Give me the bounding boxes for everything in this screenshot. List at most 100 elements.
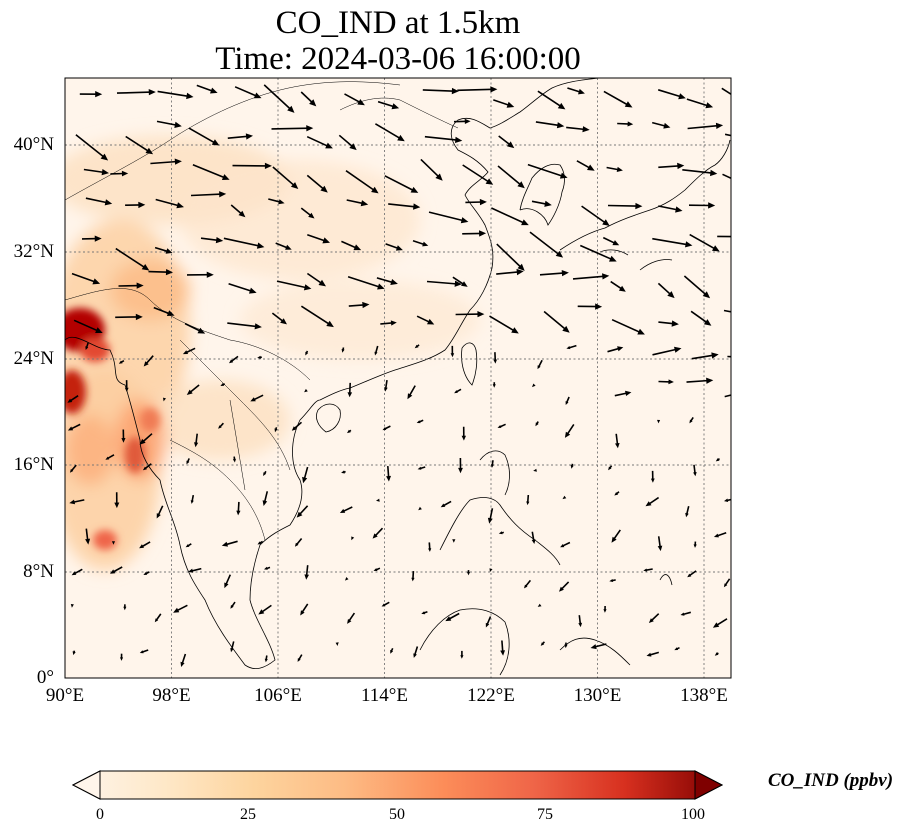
wind-arrow <box>386 466 391 482</box>
wind-arrow <box>603 605 607 613</box>
wind-arrow <box>529 231 564 258</box>
wind-arrow <box>715 457 720 462</box>
wind-arrow <box>230 641 235 653</box>
wind-arrow <box>462 230 487 237</box>
wind-arrow <box>496 243 525 271</box>
wind-arrow <box>271 125 314 132</box>
wind-arrow <box>157 90 194 100</box>
wind-arrow <box>493 352 497 364</box>
wind-arrow <box>652 237 693 248</box>
wind-arrow <box>493 99 515 108</box>
wind-arrow <box>139 649 149 654</box>
wind-arrow <box>70 604 74 608</box>
wind-arrow <box>118 282 144 289</box>
map-title-line2: Time: 2024-03-06 16:00:00 <box>215 41 581 77</box>
wind-arrow <box>67 395 79 403</box>
wind-arrow <box>156 120 182 128</box>
wind-arrow <box>186 384 200 395</box>
wind-arrow <box>733 277 769 287</box>
wind-arrow <box>489 568 493 573</box>
wind-arrow <box>450 345 455 358</box>
wind-arrow <box>577 303 603 310</box>
wind-arrow <box>236 501 241 516</box>
wind-arrow <box>148 269 173 276</box>
wind-arrow <box>566 344 577 350</box>
wind-arrow <box>373 567 381 571</box>
x-tick-90e: 90°E <box>45 685 85 706</box>
wind-arrow <box>163 397 166 402</box>
wind-arrow <box>714 652 719 656</box>
wind-arrow <box>341 240 362 251</box>
wind-arrow <box>380 320 397 326</box>
wind-arrow <box>139 433 153 445</box>
wind-arrow <box>85 197 113 206</box>
wind-arrow <box>537 90 566 110</box>
wind-arrow <box>227 322 262 330</box>
wind-arrow <box>537 359 543 370</box>
wind-arrow <box>531 531 536 544</box>
wind-arrow <box>567 87 585 95</box>
wind-arrow <box>306 272 326 287</box>
wind-arrow <box>440 500 452 508</box>
y-tick-40n: 40°N <box>13 134 54 155</box>
wind-arrow <box>71 568 83 576</box>
wind-arrow <box>85 528 91 545</box>
wind-arrow <box>200 237 224 244</box>
wind-arrow <box>693 541 697 548</box>
wind-arrow <box>455 311 485 318</box>
wind-arrow <box>490 460 494 468</box>
wind-arrow <box>271 312 287 325</box>
y-tick-24n: 24°N <box>13 348 54 369</box>
map-title-line1: CO_IND at 1.5km <box>275 5 521 41</box>
wind-arrow <box>376 277 398 285</box>
wind-arrow <box>234 86 262 99</box>
wind-arrow <box>414 344 420 349</box>
wind-arrow <box>416 419 424 424</box>
wind-arrow <box>228 282 257 294</box>
wind-arrow <box>384 379 388 392</box>
wind-arrow <box>294 537 303 547</box>
wind-arrow <box>537 603 542 607</box>
wind-arrow <box>347 612 356 624</box>
wind-arrow <box>564 642 568 649</box>
wind-arrow <box>462 164 494 185</box>
wind-arrow <box>686 377 714 384</box>
x-tick-106e: 106°E <box>254 685 302 706</box>
wind-arrow <box>232 162 272 169</box>
wind-arrow <box>611 529 621 543</box>
wind-arrow <box>578 615 583 628</box>
wind-arrow <box>579 244 617 262</box>
wind-arrow <box>564 423 575 438</box>
y-tick-16n: 16°N <box>13 454 54 475</box>
wind-arrow <box>155 198 184 209</box>
wind-arrow <box>615 433 620 449</box>
wind-arrow <box>268 198 285 205</box>
wind-arrow <box>110 566 123 574</box>
wind-arrow <box>307 234 330 244</box>
wind-arrow <box>153 306 175 316</box>
wind-arrow <box>263 84 295 113</box>
wind-arrow <box>500 640 505 656</box>
wind-arrow <box>492 382 496 388</box>
wind-arrow <box>384 175 419 193</box>
wind-arrow <box>465 198 487 206</box>
wind-arrow <box>186 458 190 465</box>
wind-arrow <box>658 379 674 385</box>
wind-arrow <box>75 134 109 161</box>
wind-arrow <box>570 463 574 469</box>
wind-arrow <box>85 342 89 350</box>
colorbar-tick-50: 50 <box>389 806 405 823</box>
wind-arrow <box>257 355 262 359</box>
wind-arrow <box>531 200 552 207</box>
wind-arrow <box>390 647 394 654</box>
wind-arrow <box>458 457 463 474</box>
wind-arrow <box>532 383 536 388</box>
wind-arrow <box>123 604 127 611</box>
wind-arrow <box>154 613 162 623</box>
wind-arrow <box>559 581 570 592</box>
wind-arrow <box>572 273 610 280</box>
wind-arrow <box>682 169 718 177</box>
wind-arrow <box>533 468 537 472</box>
wind-arrow <box>276 280 312 291</box>
